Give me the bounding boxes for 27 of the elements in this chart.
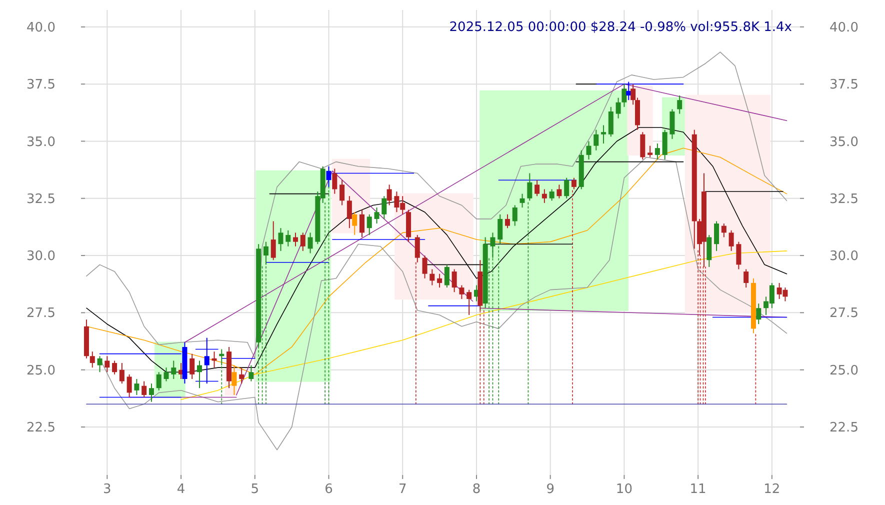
text: 2025.12.05 00:00:00 $28.24 -0.98% vol:955.8K 1.4x xyxy=(449,20,792,35)
x-tick-label: 9 xyxy=(546,482,554,497)
y-tick-label: 40.0 xyxy=(26,20,56,36)
y2-tick-label: 25.0 xyxy=(830,363,858,378)
x-tick-label: 3 xyxy=(103,482,112,497)
y-tick-label: 30.0 xyxy=(26,249,56,264)
x-tick-label: 5 xyxy=(250,482,260,497)
y2-tick-label: 37.5 xyxy=(830,78,858,93)
x-tick-label: 8 xyxy=(472,482,481,497)
x-tick-label: 12 xyxy=(764,482,780,497)
x-tick-label: 11 xyxy=(690,482,706,497)
y2-tick-label: 27.5 xyxy=(830,306,858,322)
y-tick-label: 25.0 xyxy=(26,363,56,378)
x-tick-label: 4 xyxy=(176,482,186,497)
y2-tick-label: 32.5 xyxy=(830,192,858,207)
x-tick-label: 6 xyxy=(324,482,333,497)
x-tick-label: 10 xyxy=(616,482,632,497)
y2-tick-label: 35.0 xyxy=(830,134,858,150)
y-tick-label: 35.0 xyxy=(26,134,56,150)
x-tick-label: 7 xyxy=(398,482,407,497)
y2-tick-label: 30.0 xyxy=(830,249,858,264)
y-tick-label: 22.5 xyxy=(26,420,56,436)
y2-tick-label: 40.0 xyxy=(830,20,858,36)
y2-tick-label: 22.5 xyxy=(830,420,858,436)
y-tick-label: 32.5 xyxy=(26,192,56,207)
y-tick-label: 37.5 xyxy=(26,78,56,93)
y-tick-label: 27.5 xyxy=(26,306,56,322)
